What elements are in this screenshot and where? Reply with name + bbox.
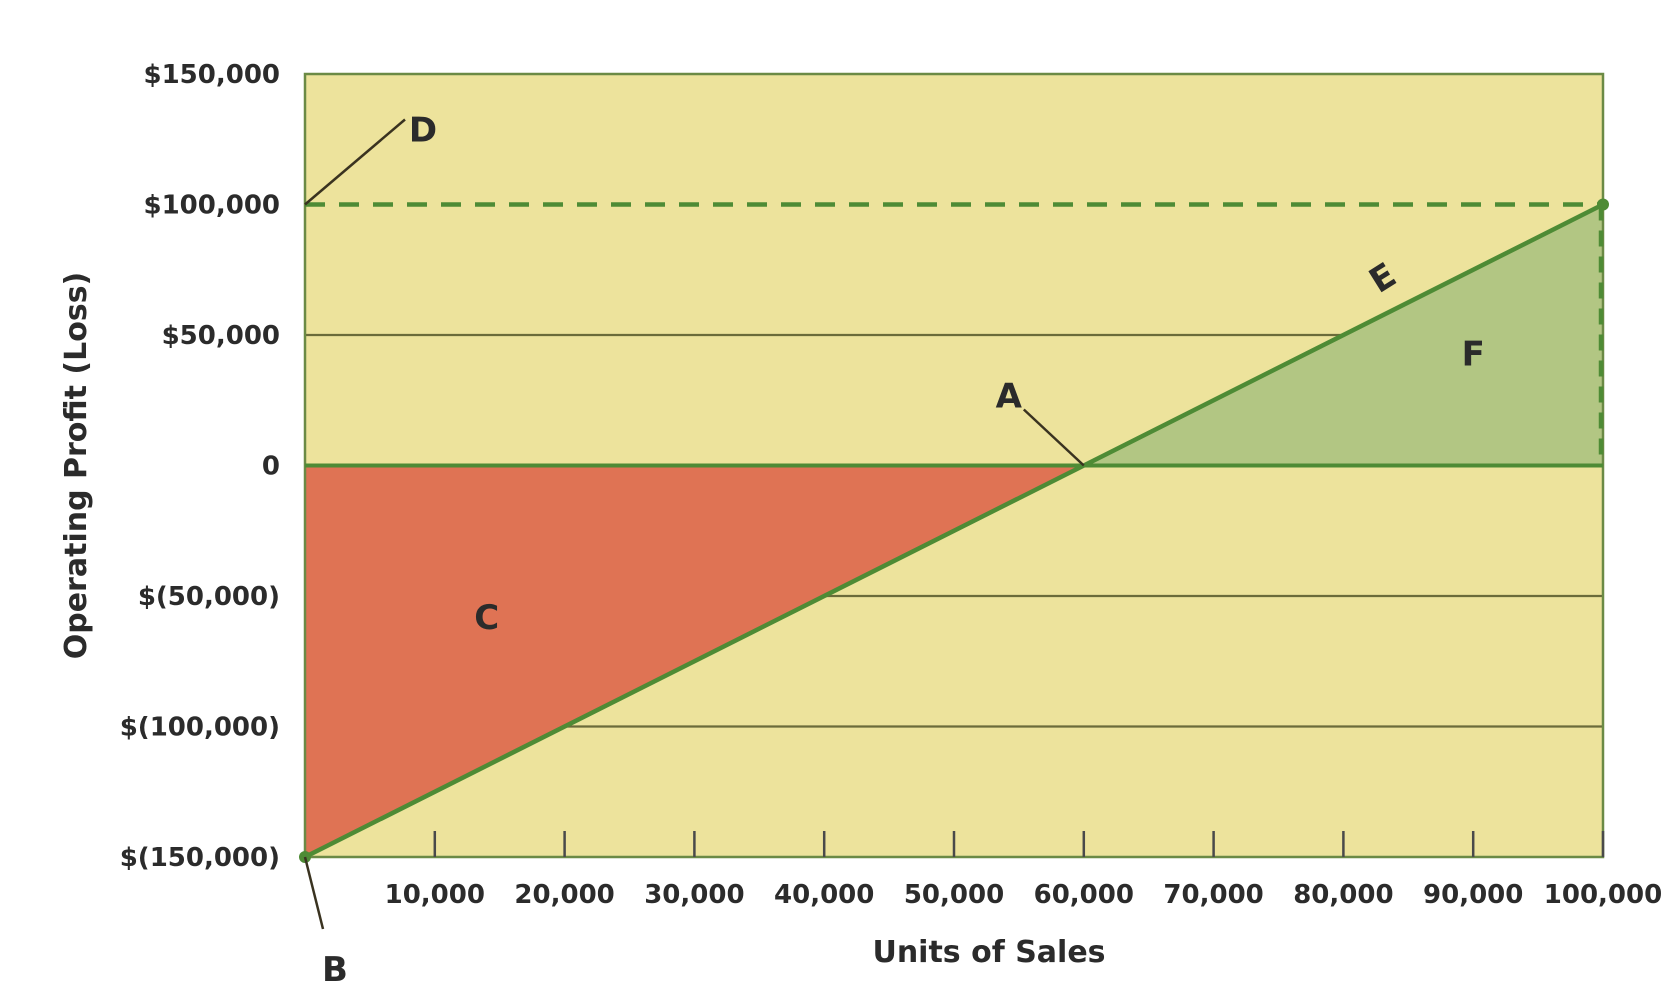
x-tick-label: 90,000	[1423, 880, 1523, 910]
x-tick-label: 10,000	[385, 880, 485, 910]
y-tick-label: $50,000	[162, 321, 280, 351]
callout-label-a: A	[996, 377, 1023, 417]
callout-label-c: C	[474, 598, 499, 638]
x-axis-label: Units of Sales	[872, 935, 1105, 970]
x-tick-label: 80,000	[1293, 880, 1393, 910]
x-tick-label: 100,000	[1544, 880, 1662, 910]
x-tick-label: 20,000	[514, 880, 614, 910]
y-tick-label: $150,000	[143, 60, 280, 90]
y-tick-label: $(50,000)	[138, 582, 280, 612]
callout-leader-d	[304, 118, 406, 206]
y-axis-label: Operating Profit (Loss)	[59, 272, 94, 660]
callout-label-d: D	[409, 111, 437, 151]
y-tick-label: $(100,000)	[120, 713, 280, 743]
y-tick-label: $(150,000)	[120, 843, 280, 873]
callout-leader-b	[303, 856, 325, 930]
profit-line	[303, 202, 1605, 860]
x-tick-label: 70,000	[1163, 880, 1263, 910]
axes: 10,000 20,000 30,000 40,000 50,000 60,000 70,0…	[120, 60, 1662, 910]
callout-label-f: F	[1462, 334, 1485, 374]
callout-leader-a	[1022, 408, 1085, 467]
y-tick-label: $100,000	[143, 191, 280, 221]
x-tick-label: 50,000	[904, 880, 1004, 910]
x-tick-label: 60,000	[1034, 880, 1134, 910]
line-end-point	[1597, 198, 1609, 211]
x-tick-label: 40,000	[774, 880, 874, 910]
y-tick-label: 0	[262, 452, 280, 482]
x-tick-label: 30,000	[644, 880, 744, 910]
plot-area	[299, 72, 1609, 863]
callout-label-b: B	[322, 950, 348, 990]
